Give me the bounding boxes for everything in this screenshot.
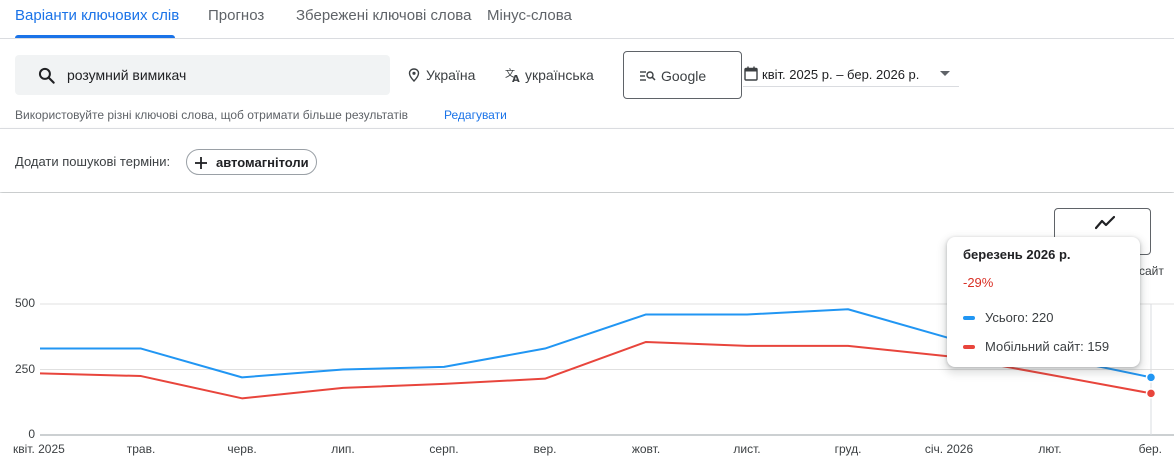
x-tick-label: січ. 2026 (924, 442, 974, 456)
chevron-down-icon (940, 71, 950, 76)
legend-swatch-total (963, 316, 975, 320)
keyword-controls: розумний вимикач Україна 文 A українська … (0, 39, 1174, 128)
chart-tooltip: березень 2026 р. -29% Усього: 220 Мобіль… (947, 237, 1140, 367)
search-icon (38, 67, 55, 84)
x-tick-label: груд. (834, 442, 862, 456)
line-chart-icon (1095, 215, 1115, 230)
location-label: Україна (426, 67, 476, 83)
location-pin-icon (408, 68, 420, 82)
x-tick-label: серп. (429, 442, 459, 456)
add-term-chip[interactable]: автомагнітоли (186, 149, 317, 175)
tooltip-row-total: Усього: 220 (963, 310, 1054, 325)
x-tick-label: черв. (227, 442, 257, 456)
tab-forecast[interactable]: Прогноз (208, 7, 265, 24)
tab-bar: Варіанти ключових слів Прогноз Збережені… (0, 0, 1174, 39)
date-range-label: квіт. 2025 р. – бер. 2026 р. (762, 67, 920, 82)
tooltip-change: -29% (963, 275, 994, 290)
add-terms-label: Додати пошукові терміни: (15, 154, 171, 169)
x-tick-label: трав. (126, 442, 156, 456)
x-tick-label: лип. (331, 442, 355, 456)
y-tick-label: 250 (15, 361, 36, 376)
date-range-selector[interactable]: квіт. 2025 р. – бер. 2026 р. (743, 63, 959, 87)
legend-swatch-mobile (963, 345, 975, 349)
x-tick-label: лют. (1038, 442, 1062, 456)
chip-label: автомагнітоли (216, 155, 309, 170)
network-selector[interactable]: Google (623, 51, 742, 99)
language-label: українська (525, 67, 594, 83)
search-network-icon (640, 71, 656, 81)
plus-icon (195, 157, 207, 169)
x-tick-label: квіт. 2025 (13, 442, 65, 456)
language-filter[interactable]: 文 A українська (505, 67, 594, 83)
y-tick-label: 500 (15, 296, 36, 310)
tab-saved-keywords[interactable]: Збережені ключові слова (296, 7, 472, 24)
svg-text:A: A (512, 74, 520, 83)
svg-text:文: 文 (505, 68, 515, 80)
add-search-terms-bar: Додати пошукові терміни: автомагнітоли (0, 128, 1174, 192)
tab-keyword-ideas[interactable]: Варіанти ключових слів (15, 7, 180, 24)
network-label: Google (661, 68, 707, 84)
location-filter[interactable]: Україна (408, 67, 475, 83)
data-point[interactable] (1145, 388, 1157, 399)
tab-negative-keywords[interactable]: Мінус-слова (487, 7, 572, 24)
data-point[interactable] (1145, 372, 1157, 383)
x-tick-label: лист. (733, 442, 761, 456)
x-tick-label: вер. (533, 442, 557, 456)
tooltip-title: березень 2026 р. (963, 247, 1071, 262)
keyword-hint: Використовуйте різні ключові слова, щоб … (15, 108, 408, 122)
active-tab-indicator (15, 35, 175, 38)
keyword-search-input[interactable]: розумний вимикач (15, 55, 390, 95)
x-tick-label: жовт. (631, 442, 661, 456)
x-tick-label: бер. (1138, 442, 1162, 456)
tooltip-row-mobile: Мобільний сайт: 159 (963, 339, 1109, 354)
tooltip-total-value: Усього: 220 (985, 310, 1054, 325)
tooltip-mobile-value: Мобільний сайт: 159 (985, 339, 1110, 354)
translate-icon: 文 A (505, 68, 520, 83)
search-value: розумний вимикач (67, 67, 187, 83)
chart-side-label: сайт (1139, 264, 1164, 278)
calendar-icon (744, 66, 758, 81)
edit-link[interactable]: Редагувати (444, 108, 507, 122)
y-tick-label: 0 (28, 427, 35, 441)
